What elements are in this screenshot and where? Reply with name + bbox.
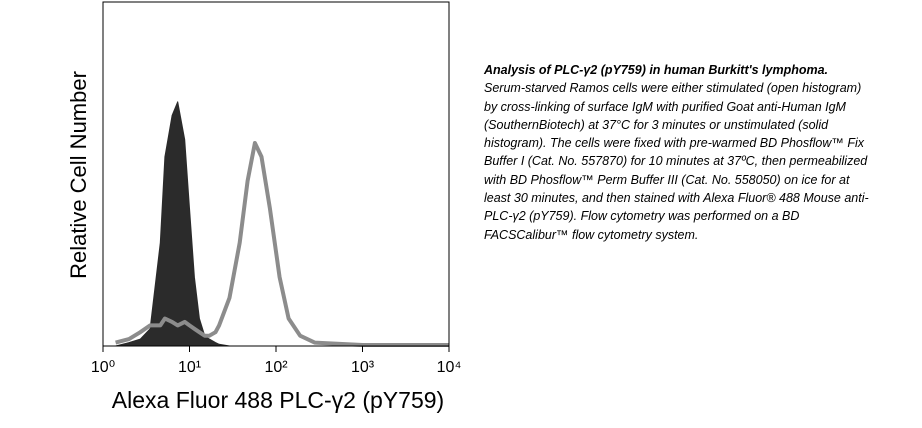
x-tick-label: 10⁰ (91, 359, 115, 376)
x-tick-label: 10⁴ (437, 359, 462, 376)
chart: Relative Cell Number Alexa Fluor 488 PLC… (66, 1, 462, 413)
caption-text: Serum-starved Ramos cells were either st… (484, 81, 869, 242)
caption: Analysis of PLC-γ2 (pY759) in human Burk… (484, 61, 874, 244)
histogram-solid (115, 101, 450, 347)
x-tick-label: 10³ (351, 359, 375, 376)
histogram-open (115, 141, 449, 347)
x-tick-label: 10¹ (178, 359, 201, 376)
x-tick-label: 10² (264, 359, 288, 376)
x-axis-title: Alexa Fluor 488 PLC-γ2 (pY759) (112, 387, 444, 413)
y-axis-title: Relative Cell Number (66, 71, 91, 279)
caption-title: Analysis of PLC-γ2 (pY759) in human Burk… (484, 63, 829, 77)
